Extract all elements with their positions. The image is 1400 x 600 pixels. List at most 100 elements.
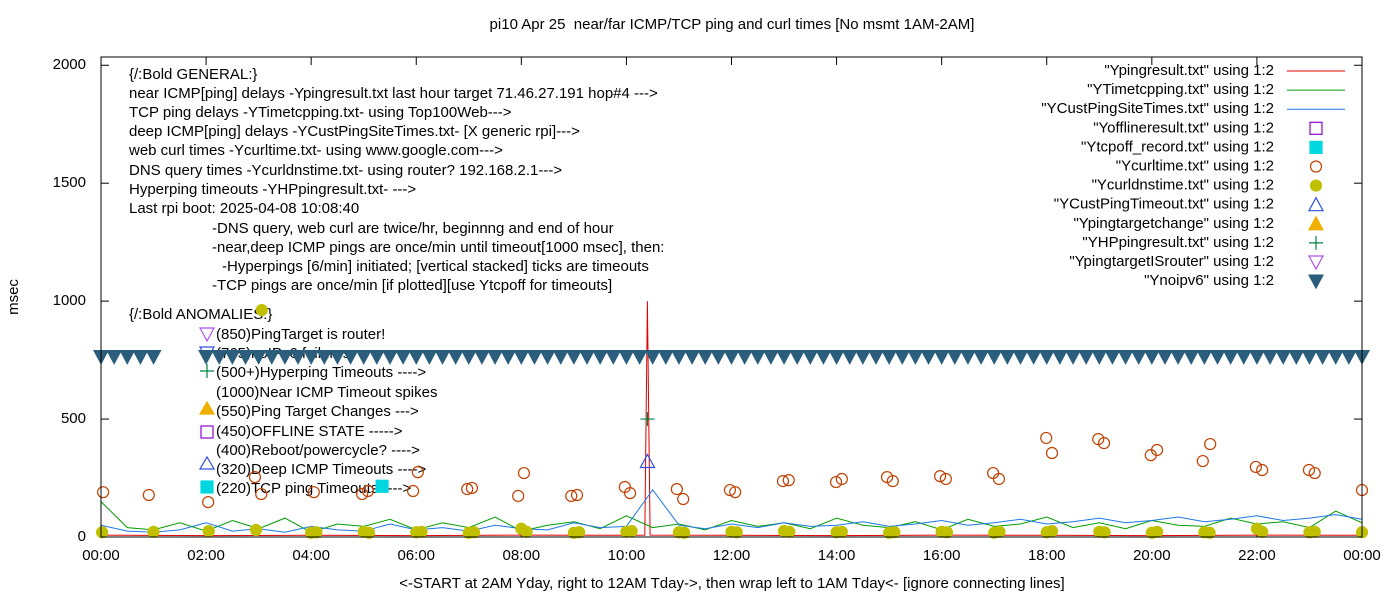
point bbox=[211, 349, 228, 365]
point bbox=[198, 349, 215, 365]
point bbox=[368, 349, 385, 365]
legend-label: "Ynoipv6" using 1:2 bbox=[1144, 272, 1274, 289]
series-points bbox=[640, 412, 655, 427]
point bbox=[776, 474, 790, 488]
legend-label: "Ytcpoff_record.txt" using 1:2 bbox=[1081, 138, 1274, 155]
annotation: Last rpi boot: 2025-04-08 10:08:40 bbox=[129, 200, 359, 217]
point bbox=[1196, 349, 1213, 365]
point bbox=[539, 349, 556, 365]
series-points bbox=[95, 303, 1369, 539]
point bbox=[406, 484, 420, 498]
point bbox=[408, 349, 425, 365]
point bbox=[465, 481, 479, 495]
x-tick-label: 02:00 bbox=[187, 547, 225, 564]
point bbox=[552, 349, 569, 365]
point bbox=[1248, 349, 1265, 365]
annotation: DNS query times -Ycurldnstime.txt- using… bbox=[129, 162, 562, 179]
series-points bbox=[639, 453, 656, 469]
point bbox=[395, 349, 412, 365]
point bbox=[132, 349, 149, 365]
icon bbox=[198, 455, 216, 470]
series-points bbox=[375, 479, 389, 493]
annotation: web curl times -Ycurltime.txt- using www… bbox=[128, 142, 503, 159]
x-axis-label: <-START at 2AM Yday, right to 12AM Tday-… bbox=[399, 575, 1064, 592]
point bbox=[526, 349, 543, 365]
x-tick-label: 20:00 bbox=[1133, 547, 1171, 564]
point bbox=[1098, 526, 1111, 539]
point bbox=[939, 472, 952, 486]
point bbox=[736, 349, 753, 365]
point bbox=[473, 349, 490, 365]
annotation: (450)OFFLINE STATE -----> bbox=[216, 423, 403, 440]
point bbox=[1275, 349, 1292, 365]
point bbox=[644, 349, 661, 365]
legend-label: "Yofflineresult.txt" using 1:2 bbox=[1093, 119, 1274, 136]
legend-symbol bbox=[1309, 121, 1323, 135]
point bbox=[946, 349, 963, 365]
point bbox=[487, 349, 504, 365]
point bbox=[255, 487, 268, 501]
y-tick-label: 2000 bbox=[53, 56, 86, 73]
point bbox=[670, 349, 687, 365]
point bbox=[421, 349, 438, 365]
point bbox=[802, 349, 819, 365]
annotation: {/:Bold ANOMALIES:} bbox=[129, 306, 272, 323]
point bbox=[999, 349, 1016, 365]
point bbox=[678, 526, 691, 539]
point bbox=[640, 412, 655, 427]
legend-label: "Ycurldnstime.txt" using 1:2 bbox=[1092, 177, 1274, 194]
point bbox=[276, 349, 293, 365]
point bbox=[513, 349, 530, 365]
point bbox=[290, 349, 307, 365]
legend-label: "YCustPingTimeout.txt" using 1:2 bbox=[1054, 196, 1274, 213]
point bbox=[1249, 460, 1262, 474]
icon bbox=[198, 400, 216, 415]
point bbox=[447, 349, 464, 365]
point bbox=[520, 525, 533, 538]
x-tick-label: 12:00 bbox=[713, 547, 751, 564]
legend-symbol bbox=[1307, 255, 1325, 271]
point bbox=[639, 453, 656, 469]
point bbox=[729, 486, 742, 499]
point bbox=[881, 349, 898, 365]
point bbox=[657, 349, 674, 365]
point bbox=[1314, 349, 1331, 365]
point bbox=[237, 349, 254, 365]
x-tick-label: 04:00 bbox=[292, 547, 330, 564]
point bbox=[1045, 525, 1059, 538]
x-tick-label: 08:00 bbox=[503, 547, 541, 564]
legend-label: "Ycurltime.txt" using 1:2 bbox=[1116, 157, 1274, 174]
y-tick-label: 1000 bbox=[53, 292, 86, 309]
point bbox=[623, 487, 637, 500]
annotation: -DNS query, web curl are twice/hr, begin… bbox=[212, 220, 614, 237]
point bbox=[565, 489, 578, 503]
point bbox=[783, 525, 796, 538]
point bbox=[579, 349, 596, 365]
point bbox=[789, 349, 806, 365]
point bbox=[249, 523, 263, 537]
legend-symbol bbox=[1307, 274, 1325, 290]
x-tick-label: 14:00 bbox=[818, 547, 856, 564]
annotation: (500+)Hyperping Timeouts ----> bbox=[216, 364, 426, 381]
point bbox=[145, 349, 162, 365]
legend-label: "YpingtargetISrouter" using 1:2 bbox=[1069, 253, 1274, 270]
point bbox=[460, 349, 477, 365]
legend-label: "YHPpingresult.txt" using 1:2 bbox=[1082, 234, 1274, 251]
point bbox=[1097, 437, 1111, 450]
point bbox=[1256, 463, 1269, 477]
point bbox=[250, 349, 267, 365]
point bbox=[119, 349, 136, 365]
annotation: -near,deep ICMP pings are once/min until… bbox=[212, 239, 664, 256]
icon bbox=[200, 425, 214, 439]
x-tick-label: 16:00 bbox=[923, 547, 961, 564]
y-axis-label: msec bbox=[5, 279, 22, 315]
point bbox=[1117, 349, 1134, 365]
legend-symbol bbox=[1309, 160, 1323, 173]
point bbox=[1078, 349, 1095, 365]
point bbox=[1040, 431, 1053, 445]
point bbox=[355, 349, 372, 365]
series-points bbox=[92, 349, 1371, 365]
point bbox=[1104, 349, 1121, 365]
